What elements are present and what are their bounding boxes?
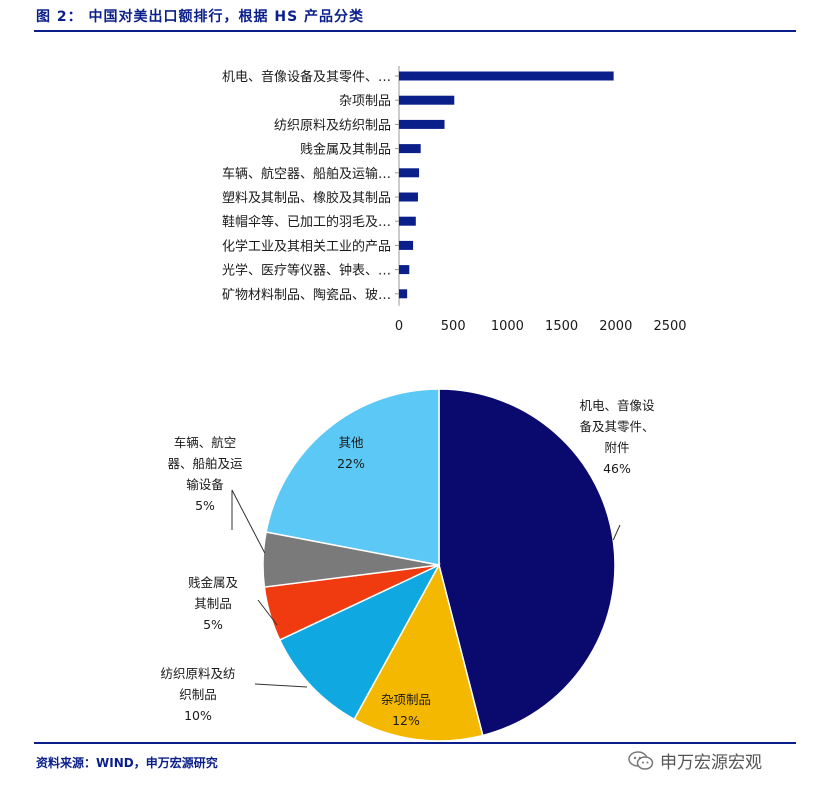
figure-title: 图 2： 中国对美出口额排行，根据 HS 产品分类 bbox=[36, 9, 365, 25]
bar bbox=[399, 240, 414, 250]
pie-percent-label: 12% bbox=[392, 713, 420, 728]
pie-category-label: 其制品 bbox=[194, 596, 232, 611]
pie-percent-label: 10% bbox=[184, 708, 212, 723]
category-label: 光学、医疗等仪器、钟表、… bbox=[222, 263, 391, 279]
bar bbox=[399, 289, 408, 299]
x-tick-label: 2500 bbox=[653, 319, 686, 334]
x-tick-label: 500 bbox=[441, 319, 466, 334]
bar-chart: 机电、音像设备及其零件、… 杂项制品纺织原料及纺织制品贱金属及其制品车辆、航空器、… bbox=[222, 66, 687, 334]
pie-slice bbox=[353, 562, 484, 742]
category-label: 杂项制品 bbox=[339, 94, 391, 109]
pie-category-label: 贱金属及 bbox=[188, 575, 239, 590]
pie-slice bbox=[265, 388, 440, 566]
leader-line bbox=[254, 683, 308, 688]
x-tick-label: 1500 bbox=[545, 319, 578, 334]
pie-category-label: 织制品 bbox=[179, 687, 217, 702]
watermark-text: 申万宏源宏观 bbox=[660, 753, 762, 773]
bar bbox=[399, 95, 455, 105]
category-label: 矿物材料制品、陶瓷品、玻… bbox=[222, 287, 391, 303]
bottom-rule bbox=[34, 742, 796, 744]
pie-category-label: 纺织原料及纺 bbox=[160, 666, 235, 681]
pie-chart: 机电、音像设备及其零件、附件 46% 杂项制品 12% 纺织原料及纺织制品 10% 贱金属及… bbox=[160, 388, 655, 742]
x-tick-label: 0 bbox=[395, 319, 403, 334]
category-label: 贱金属及其制品 bbox=[300, 142, 391, 158]
leader-line bbox=[231, 489, 266, 554]
pie-category-label: 车辆、航空 bbox=[174, 435, 237, 450]
pie-slice bbox=[278, 563, 441, 721]
category-label: 化学工业及其相关工业的产品 bbox=[222, 238, 391, 254]
pie-percent-label: 46% bbox=[603, 461, 631, 476]
watermark: 申万宏源宏观 bbox=[628, 748, 762, 773]
category-label: 机电、音像设备及其零件、… bbox=[222, 69, 391, 85]
pie-category-label: 器、船舶及运 bbox=[167, 456, 243, 471]
bar bbox=[399, 216, 416, 226]
leader-line bbox=[257, 599, 278, 626]
pie-percent-label: 5% bbox=[195, 498, 215, 513]
wechat-icon bbox=[628, 750, 654, 772]
category-label: 纺织原料及纺织制品 bbox=[274, 118, 391, 133]
pie-category-label: 输设备 bbox=[186, 477, 224, 492]
pie-category-label: 附件 bbox=[604, 440, 629, 455]
bar bbox=[399, 168, 420, 178]
pie-percent-label: 5% bbox=[203, 617, 223, 632]
source-note: 资料来源：WIND，申万宏源研究 bbox=[36, 756, 218, 770]
pie-slice bbox=[438, 388, 616, 737]
leader-line bbox=[612, 524, 621, 541]
top-rule bbox=[34, 30, 796, 32]
bar bbox=[399, 119, 445, 129]
pie-category-label: 其他 bbox=[338, 435, 364, 450]
bar bbox=[399, 71, 614, 81]
pie-category-label: 杂项制品 bbox=[381, 692, 431, 707]
x-tick-label: 1000 bbox=[491, 319, 524, 334]
category-label: 鞋帽伞等、已加工的羽毛及… bbox=[222, 214, 391, 230]
pie-percent-label: 22% bbox=[337, 456, 365, 471]
pie-category-label: 备及其零件、 bbox=[579, 419, 654, 434]
bar bbox=[399, 265, 410, 275]
category-label: 车辆、航空器、船舶及运输… bbox=[222, 166, 391, 182]
pie-category-label: 机电、音像设 bbox=[579, 398, 655, 413]
x-tick-label: 2000 bbox=[599, 319, 632, 334]
bar bbox=[399, 192, 418, 202]
bar bbox=[399, 144, 421, 154]
category-label: 塑料及其制品、橡胶及其制品 bbox=[222, 190, 391, 206]
